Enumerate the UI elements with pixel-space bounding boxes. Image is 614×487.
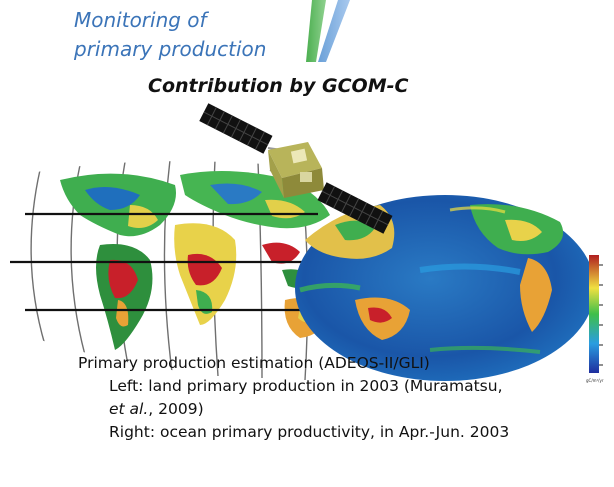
satellite xyxy=(199,103,393,234)
blue-beam xyxy=(318,0,350,62)
caption-line-1: Primary production estimation (ADEOS-II/… xyxy=(78,354,430,372)
satellite-lower-panel xyxy=(317,182,393,234)
headline-line-1: Monitoring of xyxy=(74,8,207,32)
colorbar-label: gC/m²/yr xyxy=(586,378,604,383)
satellite-upper-panel xyxy=(199,103,273,154)
green-beam xyxy=(306,0,326,62)
caption-authors: et al. xyxy=(109,400,149,418)
subheading: Contribution by GCOM-C xyxy=(148,75,409,97)
caption-right-description: Right: ocean primary productivity, in Ap… xyxy=(109,423,510,441)
caption: Primary production estimation (ADEOS-II/… xyxy=(78,352,509,444)
ocean-globe xyxy=(295,195,595,381)
colorbar: gC/m²/yr xyxy=(586,255,604,383)
caption-left-description: Left: land primary production in 2003 (M… xyxy=(109,377,503,418)
satellite-body xyxy=(268,142,324,198)
headline-line-2: primary production xyxy=(74,37,267,61)
